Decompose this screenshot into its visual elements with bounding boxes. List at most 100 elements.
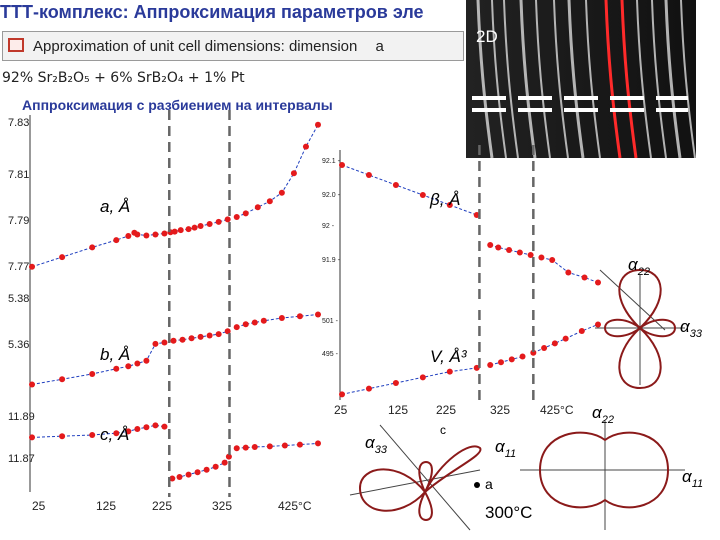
data-point (392, 380, 399, 386)
data-point (221, 459, 228, 466)
inset-dashed-markers (472, 96, 688, 112)
data-point (508, 356, 515, 363)
data-point (296, 313, 303, 320)
data-point (365, 172, 372, 178)
data-point (203, 466, 210, 473)
xrd-2d-inset: 2D (466, 0, 696, 158)
inset-white-line (519, 0, 537, 158)
data-point (339, 162, 345, 168)
data-point (171, 228, 178, 235)
data-point (278, 315, 285, 321)
polar-axis-a: a (485, 476, 493, 492)
series-label: c, Å (100, 425, 129, 444)
data-point (595, 321, 601, 328)
data-point (161, 230, 168, 237)
data-point (59, 433, 66, 440)
fit-line (236, 314, 319, 328)
y-tick-label: 92 - (322, 223, 335, 230)
inset-white-line (535, 0, 551, 158)
data-point (473, 212, 480, 218)
data-point (254, 204, 261, 211)
alpha11-right-lobe (424, 445, 482, 493)
polar-bl-alpha11: α11 (495, 437, 516, 460)
data-point (266, 198, 273, 205)
inset-diffraction-lines (476, 0, 696, 158)
data-point (113, 430, 120, 437)
data-point (169, 475, 176, 482)
peanut-lobe (538, 431, 670, 509)
data-point (260, 317, 267, 324)
data-point (89, 371, 96, 377)
fit-line (236, 442, 319, 449)
polar-top (595, 268, 685, 390)
data-point (143, 424, 150, 431)
polar-top-alpha22: α22 (628, 255, 650, 278)
inset-red-line (620, 0, 638, 158)
inset-label: 2D (476, 27, 498, 46)
inset-white-line (585, 0, 601, 158)
data-point (179, 336, 186, 343)
inset-white-line (567, 0, 585, 158)
data-point (446, 368, 453, 375)
x-tick-label-left: 225 (152, 499, 172, 513)
inset-white-line (553, 0, 569, 158)
banner-text: Approximation of unit cell dimensions: d… (33, 38, 358, 55)
fit-line (541, 257, 599, 283)
fit-line (236, 124, 319, 218)
x-tick-label-right: 225 (436, 403, 456, 417)
data-point (125, 232, 132, 239)
y-tick-label: 92.0 - (322, 192, 341, 199)
data-point (266, 443, 273, 450)
inset-white-line (491, 0, 507, 158)
fit-line (31, 342, 165, 385)
data-point (562, 335, 569, 342)
polar-bottom-left (349, 424, 482, 531)
approximation-banner: Approximation of unit cell dimensions: d… (2, 31, 464, 61)
data-point (224, 216, 231, 223)
y-tick-label: 11.87 (8, 453, 35, 465)
polar-br-alpha22: α22 (592, 403, 614, 426)
data-point (29, 381, 35, 388)
data-point (290, 170, 297, 177)
y-tick-label: 501 - (322, 318, 339, 325)
y-tick-label: 495 - (322, 351, 339, 358)
alpha33-left-lobe (358, 468, 427, 512)
data-point (125, 363, 132, 370)
data-point (233, 324, 240, 331)
data-point (242, 210, 249, 217)
data-point (161, 339, 168, 346)
y-tick-label: 7.79 (8, 215, 29, 227)
data-point (134, 231, 141, 238)
fit-line (31, 424, 165, 438)
data-point (143, 357, 150, 364)
inset-white-line (651, 0, 667, 158)
data-point (365, 385, 372, 392)
data-point (419, 374, 426, 381)
data-point (251, 319, 258, 326)
data-point (281, 442, 288, 449)
slide-title: ТТТ-комплекс: Аппроксимация параметров э… (0, 2, 424, 22)
series-label: b, Å (100, 345, 130, 364)
data-point (113, 365, 120, 372)
data-point (278, 189, 285, 196)
x-tick-label-left: 125 (96, 499, 116, 513)
data-point (233, 214, 240, 220)
data-point (487, 362, 494, 369)
data-point (527, 252, 534, 258)
y-tick-label: 5.38 (8, 293, 29, 305)
data-point (242, 321, 249, 328)
data-point (251, 444, 258, 450)
data-point (188, 335, 195, 342)
y-tick-label: 7.77 (8, 261, 29, 273)
data-point (152, 340, 159, 347)
data-point (315, 440, 321, 447)
y-tick-label: 11.89 (8, 411, 35, 423)
x-tick-label-right: 25 (334, 403, 348, 417)
data-point (191, 224, 198, 231)
data-point (134, 426, 141, 432)
data-point (197, 222, 204, 229)
fit-line (341, 367, 477, 395)
fit-line (490, 356, 523, 366)
fit-line (170, 218, 228, 233)
fit-line (533, 323, 599, 354)
